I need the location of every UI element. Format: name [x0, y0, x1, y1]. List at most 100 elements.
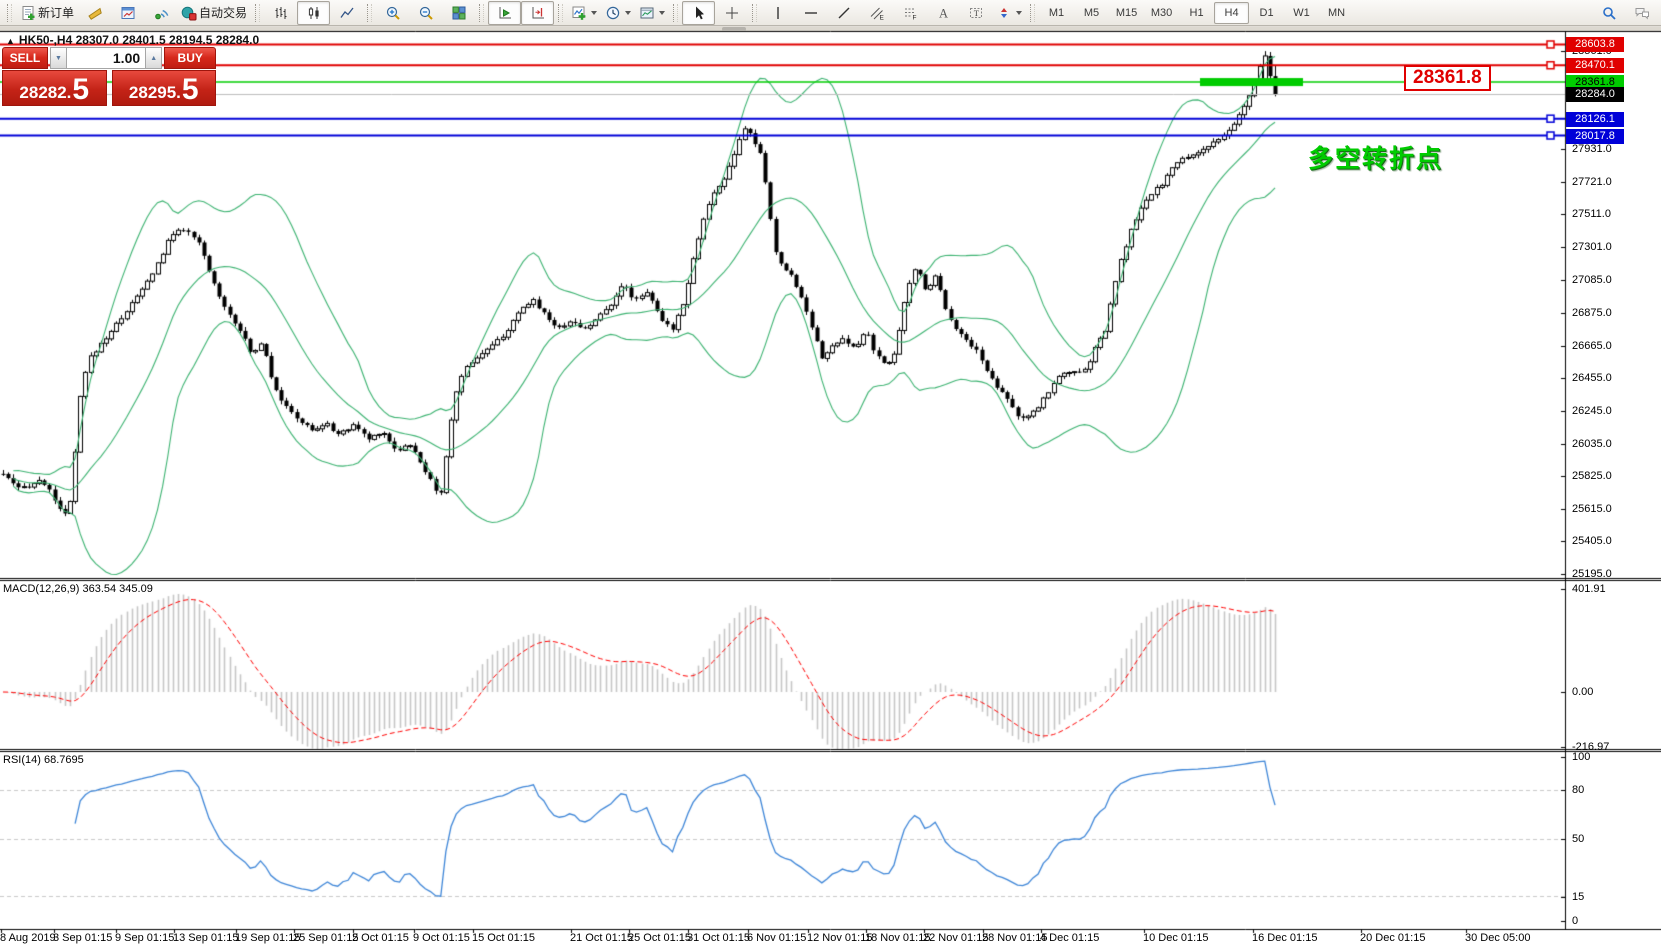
arrows-button[interactable] [992, 1, 1026, 25]
timeframe-mn-button[interactable]: MN [1327, 6, 1346, 19]
price-axis-tick-label: 25825.0 [1572, 470, 1612, 482]
timeframe-w1-button[interactable]: W1 [1293, 6, 1310, 19]
tile-windows-icon [451, 5, 467, 21]
sell-price-pips: 5 [72, 73, 90, 106]
timeframe-m5-button[interactable]: M5 [1083, 6, 1100, 19]
rsi-scale-label: 80 [1572, 784, 1585, 796]
dropdown-caret-icon[interactable] [625, 10, 632, 15]
zoom-in-button[interactable] [376, 1, 409, 25]
time-axis-label: 9 Sep 01:15 [115, 932, 175, 944]
timeframe-d1-button[interactable]: D1 [1259, 6, 1274, 19]
chart-hscroll-thumb[interactable] [722, 27, 746, 31]
zoom-out-button[interactable] [409, 1, 442, 25]
arrows-icon [996, 5, 1012, 21]
textlabel-icon: T [968, 5, 984, 21]
chat-button[interactable] [1625, 1, 1658, 25]
periods-button[interactable] [601, 1, 635, 25]
line-chart-button[interactable] [330, 1, 363, 25]
hline-button[interactable] [794, 1, 827, 25]
timeframe-m15-button[interactable]: M15 [1115, 6, 1138, 19]
toolbar-drag-handle[interactable] [752, 3, 758, 22]
macd-scale-label: 0.00 [1572, 686, 1594, 698]
rsi-scale-label: 15 [1572, 891, 1585, 903]
trade-panel-collapse-icon[interactable]: ▲ [6, 36, 15, 46]
tile-windows-button[interactable] [442, 1, 475, 25]
time-axis-label: 8 Aug 2019 [0, 932, 56, 944]
buy-button[interactable]: BUY [164, 47, 216, 69]
price-axis-tick-label: 25405.0 [1572, 535, 1612, 547]
channel-button[interactable]: E [860, 1, 893, 25]
buy-price-display[interactable]: 28295. 5 [111, 70, 216, 106]
signal-icon [153, 5, 169, 21]
cursor-button[interactable] [682, 0, 716, 25]
toolbar-drag-handle[interactable] [7, 3, 12, 22]
template-button[interactable] [635, 1, 669, 25]
toolbar-drag-handle[interactable] [1030, 3, 1036, 22]
crosshair-button[interactable] [715, 1, 748, 25]
chart-shift-button[interactable] [521, 0, 555, 25]
autoscroll-button[interactable] [488, 0, 522, 25]
text-button[interactable]: A [926, 1, 959, 25]
toolbar-drag-handle[interactable] [479, 3, 485, 22]
volume-decrease-button[interactable]: ▼ [49, 47, 68, 69]
time-axis-label: 10 Dec 01:15 [1143, 932, 1209, 944]
autotrade-button[interactable]: 自动交易 [177, 1, 251, 25]
svg-text:T: T [973, 7, 979, 17]
timeframe-m1-button[interactable]: M1 [1048, 6, 1065, 19]
fibonacci-button[interactable]: F [893, 1, 926, 25]
timeframe-h4-button[interactable]: H4 [1214, 1, 1250, 24]
fibonacci-icon: F [902, 5, 918, 21]
channel-icon: E [869, 5, 885, 21]
price-axis-tick-label: 27301.0 [1572, 241, 1612, 253]
bar-chart-button[interactable] [264, 1, 297, 25]
textlabel-button[interactable]: T [959, 1, 992, 25]
candlestick-button[interactable] [297, 0, 331, 25]
toolbar-drag-handle[interactable] [673, 3, 679, 22]
time-axis-label: 20 Dec 01:15 [1360, 932, 1426, 944]
indicators-icon [571, 5, 587, 21]
timeframe-m30-button[interactable]: M30 [1150, 6, 1173, 19]
toolbar-drag-handle[interactable] [367, 3, 373, 22]
line-chart-icon [339, 5, 355, 21]
vline-button[interactable] [761, 1, 794, 25]
chart-window-button[interactable] [111, 1, 144, 25]
turning-point-annotation[interactable]: 多空转折点 [1308, 145, 1444, 173]
new-order-button[interactable]: 新订单 [16, 1, 78, 25]
vline-icon [770, 5, 786, 21]
timeframe-h1-button[interactable]: H1 [1189, 6, 1204, 19]
volume-input[interactable] [67, 47, 146, 69]
market-watch-button[interactable] [78, 1, 111, 25]
autoscroll-icon [497, 5, 513, 21]
time-axis-label: 13 Sep 01:15 [173, 932, 239, 944]
sell-button[interactable]: SELL [2, 47, 48, 69]
price-tag-label: 28361.8 [1566, 75, 1624, 90]
price-axis-tick-label: 27511.0 [1572, 208, 1611, 220]
dropdown-caret-icon[interactable] [591, 10, 598, 15]
price-tag-label: 28603.8 [1566, 37, 1624, 52]
trendline-button[interactable] [827, 1, 860, 25]
periods-icon [605, 5, 621, 21]
volume-increase-button[interactable]: ▲ [145, 47, 163, 69]
toolbar-drag-handle[interactable] [255, 3, 261, 22]
autotrade-icon [181, 5, 197, 21]
toolbar-drag-handle[interactable] [558, 3, 564, 22]
dropdown-caret-icon[interactable] [1016, 10, 1023, 15]
svg-text:F: F [912, 14, 916, 21]
candlestick-icon [306, 5, 322, 21]
chart-ohlc-title: ▲ HK50-,H4 28307.0 28401.5 28194.5 28284.… [6, 33, 259, 47]
time-axis-label: 2 Oct 01:15 [352, 932, 409, 944]
chart-window-icon [120, 5, 136, 21]
price-tag-label: 28284.0 [1566, 87, 1624, 102]
price-axis-tick-label: 25615.0 [1572, 503, 1612, 515]
buy-price-main: 28295. [128, 83, 181, 102]
signal-button[interactable] [144, 1, 177, 25]
indicators-button[interactable] [567, 1, 601, 25]
sell-price-display[interactable]: 28282. 5 [2, 70, 107, 106]
dropdown-caret-icon[interactable] [659, 10, 666, 15]
price-level-text-object[interactable]: 28361.8 [1404, 65, 1491, 91]
time-axis-label: 15 Oct 01:15 [472, 932, 535, 944]
time-axis-label: 9 Oct 01:15 [413, 932, 470, 944]
search-button[interactable] [1592, 1, 1625, 25]
